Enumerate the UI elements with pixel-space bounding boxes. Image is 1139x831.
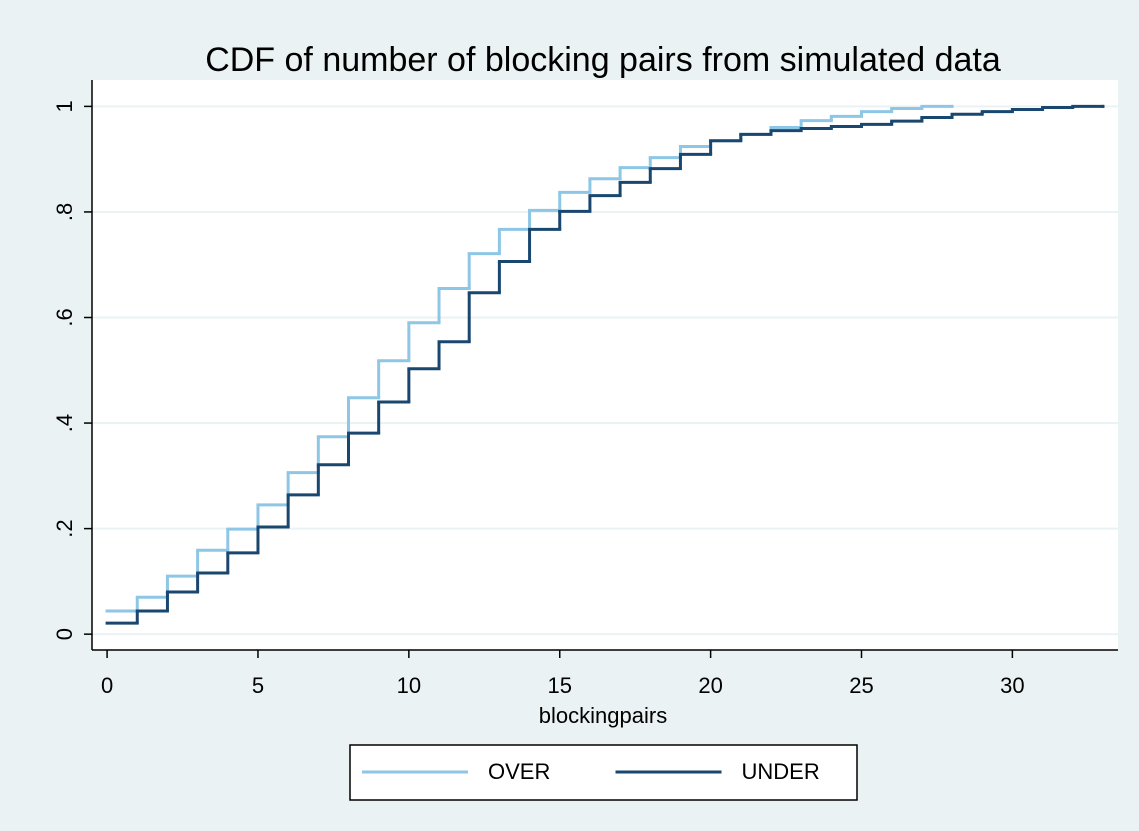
x-tick-label: 30 [1000, 673, 1024, 698]
legend-label: OVER [488, 759, 550, 784]
x-tick-label: 25 [849, 673, 873, 698]
plot-area [92, 80, 1118, 650]
y-tick-label: 0 [52, 628, 77, 640]
chart-title: CDF of number of blocking pairs from sim… [205, 41, 1001, 79]
x-tick-label: 0 [101, 673, 113, 698]
y-tick-label: 1 [52, 100, 77, 112]
y-tick-label: .8 [52, 203, 77, 221]
x-axis-title: blockingpairs [539, 703, 667, 728]
x-tick-label: 20 [698, 673, 722, 698]
x-tick-label: 15 [547, 673, 571, 698]
y-tick-label: .6 [52, 308, 77, 326]
y-tick-label: .2 [52, 519, 77, 537]
legend-label: UNDER [742, 759, 820, 784]
x-tick-label: 10 [397, 673, 421, 698]
y-tick-label: .4 [52, 414, 77, 432]
x-tick-label: 5 [252, 673, 264, 698]
